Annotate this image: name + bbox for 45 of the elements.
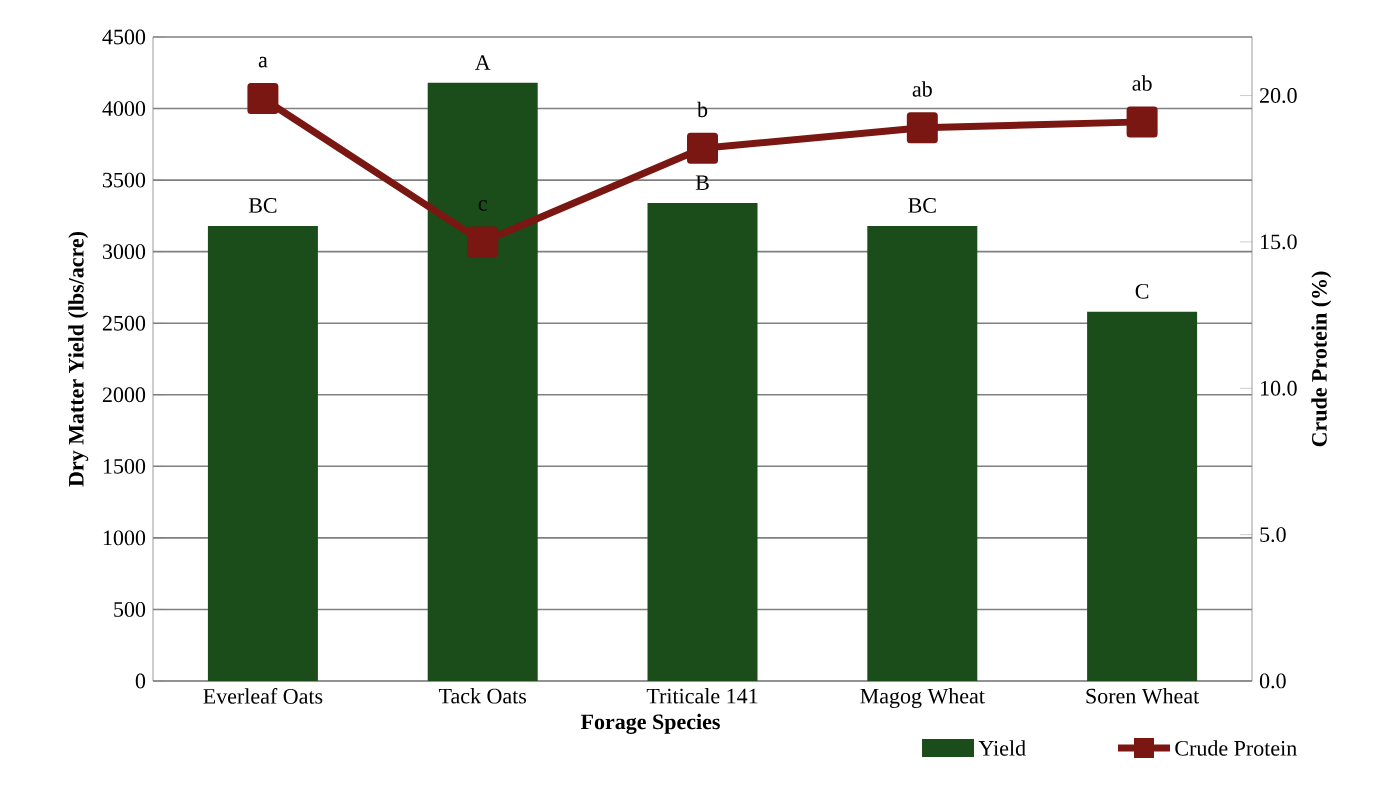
y-tick-label: 1000 <box>103 530 146 546</box>
y-tick-label: 2500 <box>102 315 146 331</box>
data-label: B <box>695 175 709 190</box>
data-label: b <box>697 101 708 118</box>
y-tick-label: 2000 <box>102 387 146 403</box>
y-tick-label: 0 <box>135 673 146 689</box>
y2-axis-title: Crude Protein (%) <box>1311 271 1332 447</box>
data-label: c <box>478 200 487 211</box>
bar <box>1087 311 1198 681</box>
y2-tick-label: 10.0 <box>1261 380 1297 396</box>
bar <box>207 225 318 681</box>
point <box>687 132 719 164</box>
point <box>247 82 279 114</box>
data-label: ab <box>1132 75 1152 91</box>
data-label: C <box>1135 283 1149 299</box>
x-tick-label: Triticale 141 <box>646 688 758 704</box>
y2-tick-label: 0.0 <box>1259 673 1286 689</box>
x-tick-label: Soren Wheat <box>1086 688 1200 704</box>
data-label: a <box>258 56 268 68</box>
data-label: BC <box>248 198 277 213</box>
y2-tick-label: 20.0 <box>1260 88 1297 104</box>
y-tick-label: 1500 <box>103 458 146 474</box>
data-label: BC <box>908 198 936 213</box>
bar <box>647 203 758 681</box>
x-axis-title: Forage Species <box>580 713 720 734</box>
bar <box>867 225 978 681</box>
x-tick-label: Tack Oats <box>438 688 527 704</box>
y2-tick-label: 5.0 <box>1260 527 1286 543</box>
y-tick-label: 4000 <box>102 101 146 116</box>
legend-label: Yield <box>978 740 1026 756</box>
bar <box>427 82 538 681</box>
x-tick-label: Everleaf Oats <box>203 688 323 704</box>
y-tick-label: 500 <box>114 602 146 617</box>
point <box>1126 106 1158 138</box>
point <box>467 226 499 258</box>
y-axis-title: Dry Matter Yield (lbs/acre) <box>68 231 89 487</box>
x-tick-label: Magog Wheat <box>860 688 985 709</box>
point <box>906 112 938 144</box>
y2-tick-label: 15.0 <box>1261 234 1297 250</box>
data-label: ab <box>912 81 932 97</box>
data-label: A <box>474 55 491 70</box>
y-tick-label: 4500 <box>102 29 146 45</box>
legend-label: Crude Protein <box>1175 740 1297 756</box>
y-tick-label: 3500 <box>103 172 146 188</box>
y-tick-label: 3000 <box>103 244 146 260</box>
